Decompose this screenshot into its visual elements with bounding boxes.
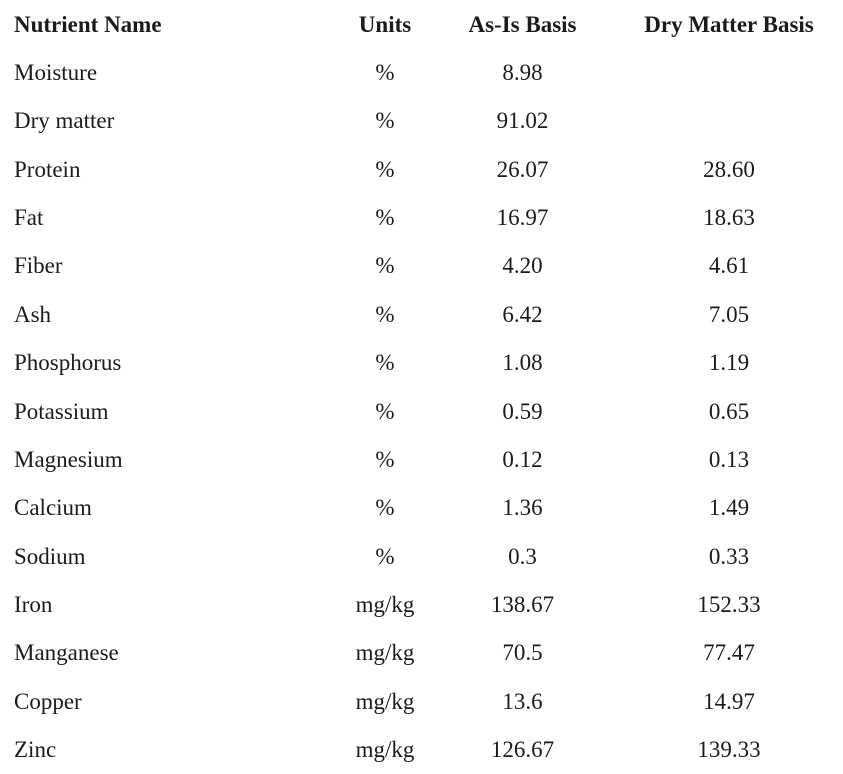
table-row: Iron mg/kg 138.67 152.33 [0,580,843,628]
units-cell: mg/kg [355,591,415,617]
as-is-basis-cell: 126.67 [490,737,555,763]
table-row: Sodium % 0.3 0.33 [0,532,843,580]
units-cell: % [375,156,395,182]
table-row: Moisture % 8.98 [0,48,843,96]
units-cell: mg/kg [355,640,415,666]
nutrient-name-cell: Calcium [14,495,92,521]
units-cell: % [375,350,395,376]
header-dry-matter-basis: Dry Matter Basis [644,11,814,37]
table-row: Dry matter % 91.02 [0,97,843,145]
units-cell: mg/kg [355,737,415,763]
table-row: Copper mg/kg 13.6 14.97 [0,677,843,725]
as-is-basis-cell: 6.42 [502,301,543,327]
nutrient-name-cell: Moisture [14,60,98,86]
as-is-basis-cell: 138.67 [490,591,555,617]
table-row: Calcium % 1.36 1.49 [0,484,843,532]
as-is-basis-cell: 70.5 [502,640,543,666]
dry-matter-basis-cell: 28.60 [703,156,755,182]
dry-matter-basis-cell: 1.49 [708,495,750,521]
table-row: Magnesium % 0.12 0.13 [0,435,843,483]
as-is-basis-cell: 13.6 [502,688,543,714]
nutrient-name-cell: Sodium [14,543,86,569]
dry-matter-basis-cell: 18.63 [703,205,755,231]
table-row: Fiber % 4.20 4.61 [0,242,843,290]
units-cell: % [375,495,395,521]
nutrient-name-cell: Magnesium [14,446,123,472]
as-is-basis-cell: 91.02 [496,108,549,134]
nutrient-name-cell: Phosphorus [14,350,122,376]
dry-matter-basis-cell: 7.05 [708,301,750,327]
nutrient-name-cell: Ash [14,301,52,327]
table-row: Manganese mg/kg 70.5 77.47 [0,629,843,677]
dry-matter-basis-cell: 0.65 [708,398,750,424]
units-cell: % [375,398,395,424]
units-cell: mg/kg [355,688,415,714]
nutrient-name-cell: Copper [14,688,82,714]
units-cell: % [375,301,395,327]
dry-matter-basis-cell: 14.97 [703,688,755,714]
dry-matter-basis-cell: 1.19 [708,350,750,376]
units-cell: % [375,108,395,134]
dry-matter-basis-cell: 139.33 [697,737,761,763]
table-row: Potassium % 0.59 0.65 [0,387,843,435]
as-is-basis-cell: 0.12 [502,446,543,472]
nutrient-name-cell: Iron [14,591,53,617]
table-body: Moisture % 8.98 Dry matter % 91.02 Prote… [0,48,843,773]
table-row: Phosphorus % 1.08 1.19 [0,339,843,387]
as-is-basis-cell: 1.08 [502,350,543,376]
table-row: Zinc mg/kg 126.67 139.33 [0,725,843,773]
nutrient-name-cell: Zinc [14,737,57,763]
table-header: Nutrient Name Units As-Is Basis Dry Matt… [0,0,843,48]
nutrient-name-cell: Protein [14,156,81,182]
dry-matter-basis-cell: 0.33 [708,543,750,569]
as-is-basis-cell: 1.36 [502,495,543,521]
dry-matter-basis-cell: 0.13 [708,446,750,472]
dry-matter-basis-cell: 77.47 [703,640,755,666]
table-row: Fat % 16.97 18.63 [0,193,843,241]
table-row: Protein % 26.07 28.60 [0,145,843,193]
units-cell: % [375,60,395,86]
as-is-basis-cell: 0.59 [502,398,543,424]
dry-matter-basis-cell [615,97,843,145]
units-cell: % [375,446,395,472]
as-is-basis-cell: 16.97 [496,205,549,231]
header-nutrient-name: Nutrient Name [14,11,162,37]
header-units: Units [358,11,412,37]
nutrient-name-cell: Manganese [14,640,119,666]
as-is-basis-cell: 4.20 [502,253,543,279]
as-is-basis-cell: 26.07 [496,156,549,182]
nutrient-name-cell: Dry matter [14,108,115,134]
table-row: Ash % 6.42 7.05 [0,290,843,338]
dry-matter-basis-cell: 152.33 [697,591,761,617]
units-cell: % [375,543,395,569]
units-cell: % [375,205,395,231]
nutrient-name-cell: Potassium [14,398,109,424]
header-as-is-basis: As-Is Basis [468,11,577,37]
as-is-basis-cell: 0.3 [508,543,537,569]
as-is-basis-cell: 8.98 [502,60,543,86]
nutrient-name-cell: Fat [14,205,44,231]
dry-matter-basis-cell [615,48,843,96]
dry-matter-basis-cell: 4.61 [708,253,750,279]
header-row: Nutrient Name Units As-Is Basis Dry Matt… [0,0,843,48]
nutrient-name-cell: Fiber [14,253,63,279]
units-cell: % [375,253,395,279]
